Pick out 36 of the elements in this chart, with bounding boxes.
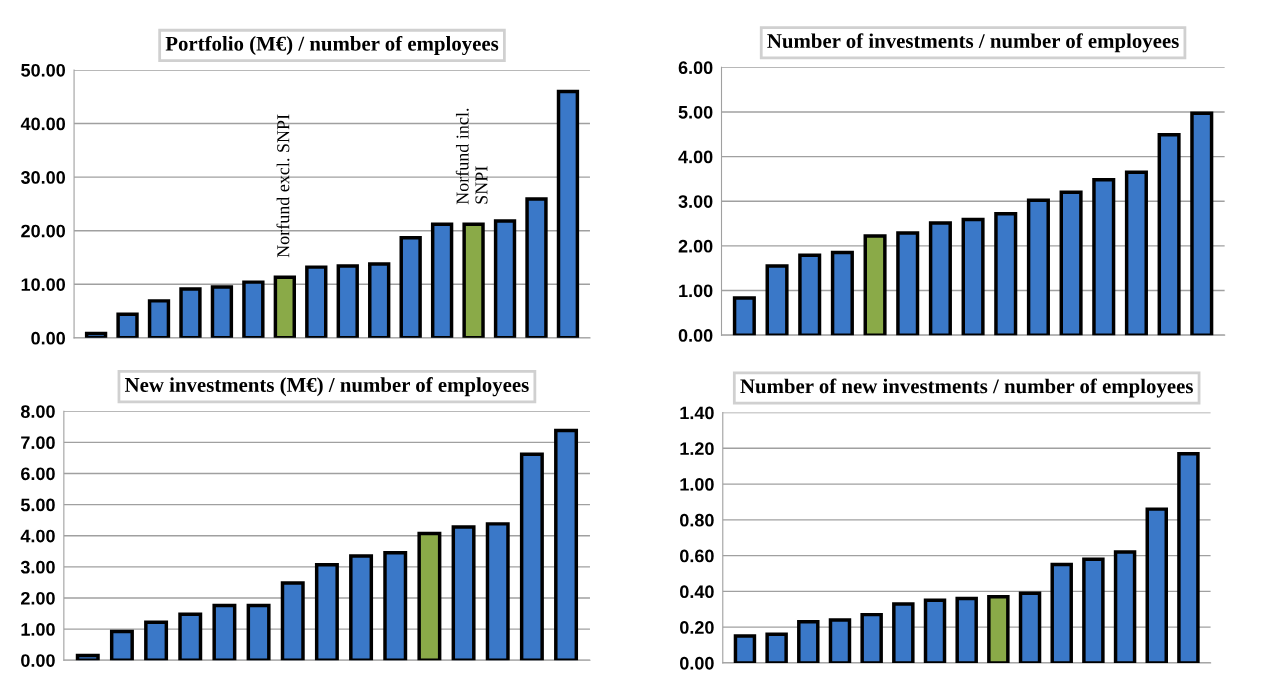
y-tick-label: 1.40 [680,406,714,420]
y-tick-label: 0.80 [680,513,714,527]
y-tick-label: 30.00 [20,171,65,184]
y-tick-label: 0.00 [21,654,55,667]
y-tick-label: 10.00 [21,278,65,291]
y-tick-label: 2.00 [678,239,713,253]
y-tick-label: 0.40 [680,585,714,599]
chart-title: Number of investments / number of employees [767,33,1179,53]
annotation: Norfund incl. SNPI [455,108,488,205]
y-tick-label: 50.00 [21,63,65,77]
y-tick-label: 2.00 [21,591,55,605]
y-tick-label: 1.20 [680,442,714,456]
y-tick-label: 7.00 [21,436,55,450]
y-tick-label: 1.00 [679,284,713,298]
chart-title: Number of new investments / number of employees [740,378,1193,398]
y-tick-label: 3.00 [20,560,55,574]
y-tick-label: 0.60 [680,549,714,563]
y-tick-label: 20.00 [21,224,65,238]
y-tick-label: 0.20 [680,621,714,634]
y-tick-label: 5.00 [678,105,713,119]
y-tick-label: 1.00 [680,478,714,491]
y-tick-label: 0.00 [680,656,714,670]
y-tick-label: 4.00 [20,529,55,543]
y-tick-label: 4.00 [678,150,713,164]
y-tick-label: 3.00 [678,195,713,208]
annotation: Norfund excl. SNPI [276,114,290,258]
y-tick-label: 6.00 [678,61,713,75]
chart-title: New investments (M€) / number of employees [124,377,529,397]
chart-title: Portfolio (M€) / number of employees [165,35,499,56]
y-tick-label: 8.00 [20,405,55,418]
y-tick-label: 0.00 [678,329,713,342]
y-tick-label: 6.00 [21,467,55,481]
y-tick-label: 40.00 [20,117,65,131]
y-tick-label: 0.00 [31,331,65,345]
y-tick-label: 1.00 [21,623,55,636]
y-tick-label: 5.00 [20,498,55,512]
